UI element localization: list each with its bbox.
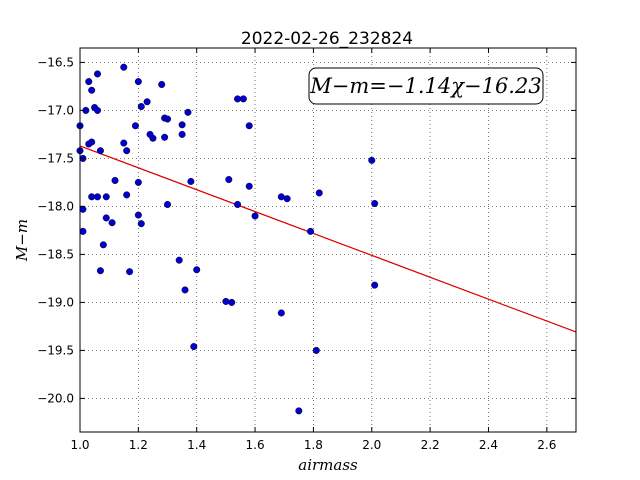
y-tick-label: −18.5 — [37, 247, 74, 261]
data-point — [88, 193, 96, 201]
data-point — [312, 346, 320, 354]
x-tick-label: 2.4 — [479, 438, 498, 452]
data-point — [88, 138, 96, 146]
x-tick-label: 1.2 — [129, 438, 148, 452]
data-point — [234, 200, 242, 208]
fit-equation-frame — [308, 67, 544, 105]
data-point — [161, 133, 169, 141]
data-point — [149, 134, 157, 142]
data-point — [193, 266, 201, 274]
data-point — [123, 191, 131, 199]
data-point — [222, 297, 230, 305]
chart-title: 2022-02-26_232824 — [241, 29, 413, 49]
data-point — [251, 212, 259, 220]
data-point — [190, 343, 198, 351]
data-point — [225, 176, 233, 184]
y-axis-label: M−m — [13, 219, 31, 262]
x-tick-label: 1.0 — [70, 438, 89, 452]
y-tick-label: −19.0 — [37, 295, 74, 309]
grid — [80, 48, 576, 432]
data-point — [184, 108, 192, 116]
fit-line — [79, 145, 577, 333]
y-tick-label: −16.5 — [37, 55, 74, 69]
y-tick-labels: −16.5 −17.0 −17.5 −18.0 −18.5 −19.0 −19.5 −20.0 — [37, 55, 74, 405]
data-point — [295, 407, 303, 415]
data-point — [123, 147, 131, 155]
x-tick-label: 2.2 — [421, 438, 440, 452]
data-point — [277, 193, 285, 201]
data-point — [120, 139, 128, 147]
data-point — [96, 267, 104, 275]
y-tick-label: −20.0 — [37, 391, 74, 405]
data-point — [164, 200, 172, 208]
data-point — [158, 80, 166, 88]
data-point — [178, 121, 186, 129]
plot-frame — [79, 47, 577, 433]
data-point — [102, 193, 110, 201]
x-tick-label: 2.0 — [362, 438, 381, 452]
data-point — [368, 156, 376, 164]
data-point — [94, 70, 102, 78]
data-point — [164, 115, 172, 123]
data-point — [143, 98, 151, 106]
data-point — [96, 147, 104, 155]
x-tick-label: 1.6 — [246, 438, 265, 452]
data-point — [88, 86, 96, 94]
data-point — [245, 122, 253, 130]
data-point — [137, 220, 145, 228]
data-point — [111, 176, 119, 184]
y-tick-label: −17.0 — [37, 103, 74, 117]
fit-equation-label: M−m=−1.14χ−16.23 — [309, 74, 541, 98]
data-point — [371, 200, 379, 208]
fit-line-group — [79, 145, 577, 333]
y-tick-label: −17.5 — [37, 151, 74, 165]
data-point — [239, 95, 247, 103]
data-point — [245, 182, 253, 190]
data-point — [175, 256, 183, 264]
data-point — [283, 195, 291, 203]
data-point — [102, 214, 110, 222]
y-tick-label: −19.5 — [37, 343, 74, 357]
data-point — [108, 219, 116, 227]
data-point — [79, 227, 87, 235]
data-point — [178, 130, 186, 138]
data-point — [99, 241, 107, 249]
data-point — [234, 95, 242, 103]
data-point — [137, 103, 145, 111]
data-point — [120, 63, 128, 71]
data-point — [277, 309, 285, 317]
fit-equation-box: M−m=−1.14χ−16.23 — [308, 67, 544, 105]
x-tick-label: 2.6 — [537, 438, 556, 452]
data-point — [131, 122, 139, 130]
x-tick-label: 1.8 — [304, 438, 323, 452]
data-point — [134, 211, 142, 219]
data-point — [79, 205, 87, 213]
data-point — [228, 298, 236, 306]
data-point — [85, 78, 93, 86]
x-tick-label: 1.4 — [187, 438, 206, 452]
data-point — [187, 177, 195, 185]
data-point — [94, 193, 102, 201]
data-point — [126, 268, 134, 276]
data-point — [315, 189, 323, 197]
data-point — [181, 286, 189, 294]
data-point — [134, 178, 142, 186]
data-point — [134, 78, 142, 86]
data-points — [76, 63, 379, 415]
x-axis-label: airmass — [298, 456, 358, 474]
y-tick-label: −18.0 — [37, 199, 74, 213]
axis-ticks — [79, 48, 576, 432]
data-point — [371, 281, 379, 289]
data-point — [306, 227, 314, 235]
data-point — [94, 106, 102, 114]
x-tick-labels: 1.0 1.2 1.4 1.6 1.8 2.0 2.2 2.4 2.6 — [70, 438, 556, 452]
